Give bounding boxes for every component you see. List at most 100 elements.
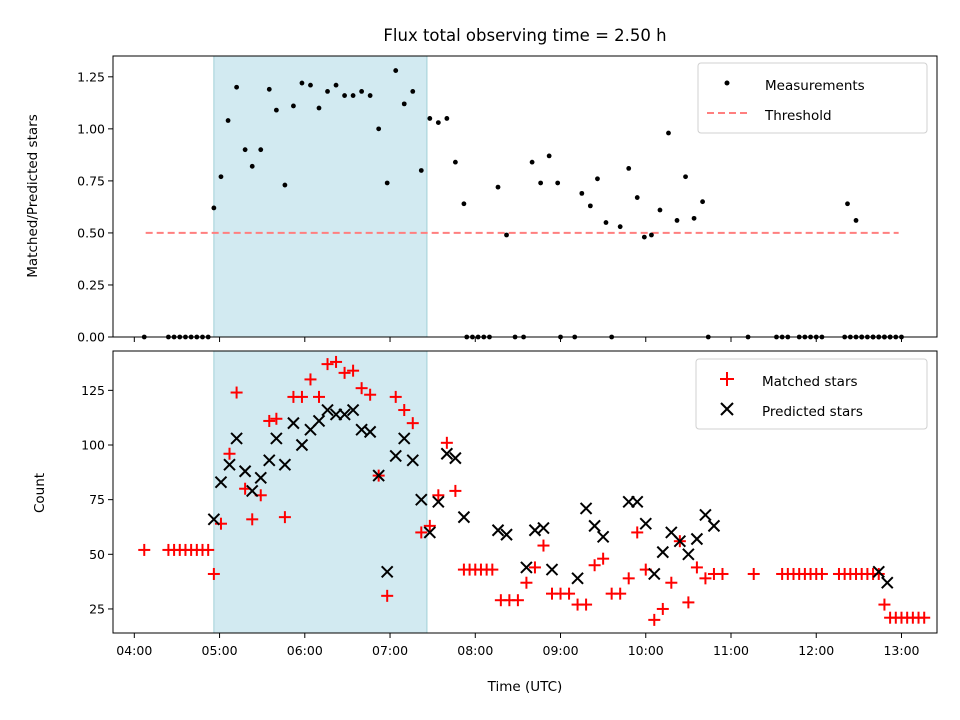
top-axes-frame (112, 55, 938, 338)
predicted-marker (321, 403, 334, 417)
matched-marker (278, 511, 291, 524)
predicted-marker (270, 432, 283, 445)
measurement-point (266, 86, 272, 92)
bottom-observing-window (213, 350, 428, 634)
bottom-series-predicted-stars (207, 403, 894, 589)
predicted-marker (596, 530, 610, 544)
predicted-marker (673, 534, 687, 548)
bottom-y-tick-label: 75 (89, 492, 105, 507)
matched-marker (304, 373, 317, 386)
measurement-point (603, 220, 609, 225)
predicted-legend-label: Predicted stars (762, 404, 863, 420)
predicted-marker (263, 454, 276, 467)
matched-marker (398, 404, 411, 417)
bottom-y-axis-label: Count (32, 473, 48, 513)
matched-legend-marker (720, 372, 734, 386)
measurement-point (617, 224, 623, 230)
matched-marker (355, 382, 368, 395)
measurement-point (234, 84, 240, 90)
predicted-marker (254, 471, 267, 484)
measurement-point (211, 205, 217, 211)
predicted-marker (881, 576, 894, 589)
measurement-point (359, 88, 365, 94)
matched-marker (580, 598, 593, 611)
matched-marker (313, 390, 325, 403)
matched-marker (588, 559, 601, 572)
measurement-point (691, 215, 697, 221)
matched-marker (682, 596, 695, 609)
predicted-marker (537, 521, 550, 535)
measurement-point (641, 234, 647, 240)
predicted-marker (631, 495, 644, 509)
top-y-tick-label: 0.50 (77, 225, 105, 240)
measurement-point (504, 232, 509, 238)
matched-marker (872, 567, 885, 580)
measurement-point (367, 93, 373, 98)
predicted-marker (707, 519, 721, 533)
top-plot-area (141, 55, 904, 340)
matched-marker (648, 613, 661, 626)
measurement-point (495, 184, 501, 190)
matched-marker (202, 543, 215, 556)
measurement-point (587, 203, 593, 209)
predicted-marker (491, 524, 505, 537)
measurement-point (546, 153, 552, 159)
bottom-series-matched-stars (138, 355, 931, 626)
predicted-marker (449, 451, 462, 465)
measurement-point (595, 176, 600, 182)
top-y-tick-label: 1.25 (77, 69, 105, 84)
top-y-tick-label: 0.00 (77, 330, 105, 345)
measurement-point (401, 101, 407, 107)
predicted-marker (398, 432, 411, 445)
x-tick-label: 04:00 (116, 643, 152, 658)
measurement-point (461, 201, 467, 207)
matched-marker (381, 589, 394, 602)
top-y-axis-label: Matched/Predicted stars (25, 114, 41, 277)
predicted-marker (363, 425, 377, 439)
predicted-marker (372, 469, 385, 482)
measurement-point (674, 218, 680, 223)
measurement-point (218, 174, 224, 180)
predicted-marker (588, 519, 601, 533)
matched-marker (486, 563, 499, 576)
bottom-legend: Matched stars Predicted stars (695, 358, 928, 430)
x-tick-label: 13:00 (883, 643, 919, 658)
predicted-marker (690, 532, 704, 546)
measurement-point (273, 107, 279, 113)
measurement-point (657, 207, 663, 213)
measurement-point (853, 218, 859, 223)
matched-marker (415, 526, 428, 539)
predicted-marker (682, 548, 695, 561)
predicted-marker (457, 510, 471, 524)
top-y-tick-label: 0.25 (77, 277, 105, 292)
measurements-legend-marker (724, 80, 730, 86)
matched-marker (716, 567, 729, 580)
bottom-y-tick-label: 100 (81, 438, 105, 453)
measurement-point (634, 195, 640, 200)
matched-marker (520, 576, 533, 589)
bottom-axes-frame (112, 350, 938, 634)
measurement-point (333, 82, 339, 88)
predicted-marker (872, 565, 885, 578)
predicted-marker (432, 495, 445, 509)
predicted-marker (545, 563, 559, 576)
matched-marker (597, 552, 610, 565)
predicted-marker (207, 513, 221, 526)
threshold-legend-label: Threshold (764, 108, 832, 124)
predicted-marker (520, 561, 533, 574)
matched-marker (528, 561, 541, 574)
measurement-point (529, 159, 535, 165)
measurement-point (282, 182, 288, 188)
top-observing-window (213, 55, 428, 338)
x-tick-label: 07:00 (372, 643, 408, 658)
top-legend: Measurements Threshold (697, 62, 928, 134)
matched-marker (511, 594, 524, 607)
predicted-marker (423, 526, 437, 539)
predicted-marker (639, 517, 652, 530)
matched-marker (270, 412, 283, 425)
predicted-marker (656, 545, 670, 559)
matched-marker (918, 611, 931, 624)
matched-marker (364, 388, 377, 401)
x-tick-label: 09:00 (543, 643, 579, 658)
matched-marker (338, 366, 351, 379)
